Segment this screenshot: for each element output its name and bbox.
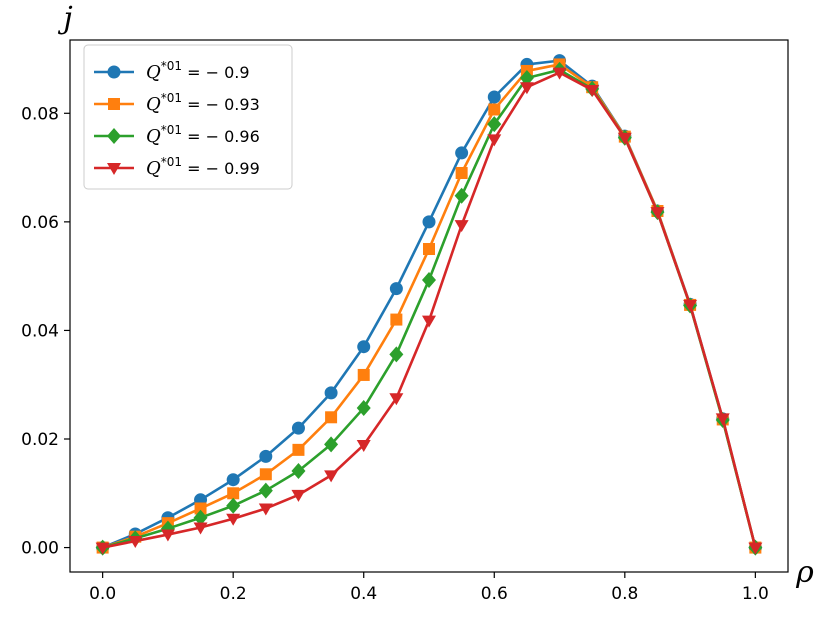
x-tick-label: 0.2 — [220, 584, 247, 604]
legend: Q*01 = − 0.9 Q*01 = − 0.93 Q*01 = − 0.96 Q*… — [83, 44, 293, 190]
y-tick-label: 0.08 — [21, 104, 59, 124]
data-point — [325, 411, 338, 424]
data-point — [259, 449, 273, 463]
data-point — [259, 468, 272, 481]
data-point — [683, 299, 698, 312]
data-point — [357, 340, 371, 354]
data-point — [324, 386, 338, 400]
legend-label: Q*01 = − 0.93 — [146, 91, 260, 115]
y-axis-label: j — [57, 1, 72, 36]
data-point — [291, 489, 306, 502]
legend-entry: Q*01 = − 0.99 — [94, 155, 260, 179]
plot-lines — [95, 54, 763, 556]
legend-marker — [107, 128, 121, 144]
data-point — [226, 513, 241, 526]
data-point — [423, 243, 435, 255]
data-point — [748, 542, 763, 555]
x-tick-label: 1.0 — [742, 584, 769, 604]
y-tick-label: 0.02 — [21, 430, 59, 450]
data-point — [390, 313, 403, 326]
data-point — [422, 271, 436, 288]
data-point — [291, 463, 306, 480]
data-point — [292, 443, 305, 456]
legend-entry: Q*01 = − 0.93 — [94, 91, 260, 115]
data-point — [258, 482, 273, 499]
legend-entry: Q*01 = − 0.96 — [94, 123, 260, 147]
data-point — [519, 82, 534, 95]
data-point — [455, 167, 468, 179]
legend-label: Q*01 = − 0.9 — [146, 59, 250, 83]
data-point — [389, 393, 404, 406]
legend-label: Q*01 = − 0.96 — [146, 123, 260, 147]
data-point — [488, 103, 501, 116]
data-point — [715, 413, 730, 426]
data-point — [650, 207, 665, 220]
plot-frame — [69, 39, 789, 573]
legend-label: Q*01 = − 0.99 — [146, 155, 260, 179]
data-point — [454, 220, 469, 233]
x-axis-label: ρ — [795, 555, 814, 590]
data-point — [389, 282, 403, 296]
data-point — [193, 522, 208, 535]
x-tick-label: 0.0 — [89, 584, 116, 604]
x-tick-label: 0.4 — [350, 584, 377, 604]
data-point — [519, 70, 534, 86]
data-point — [258, 503, 273, 516]
data-point — [226, 497, 241, 514]
legend-marker — [107, 65, 121, 79]
data-point — [226, 473, 240, 487]
data-point — [194, 502, 207, 515]
legend-marker — [108, 98, 120, 110]
data-point — [160, 529, 175, 542]
data-point — [324, 470, 339, 483]
data-point — [356, 400, 371, 417]
data-point — [487, 116, 502, 133]
data-point — [422, 315, 436, 328]
data-point — [552, 67, 567, 80]
y-tick-label: 0.00 — [21, 539, 59, 559]
data-point — [389, 346, 404, 363]
data-point — [227, 487, 240, 500]
data-point — [455, 146, 469, 160]
legend-marker — [107, 163, 121, 175]
legend-entry: Q*01 = − 0.9 — [94, 59, 250, 83]
y-tick-label: 0.06 — [21, 213, 59, 233]
data-point — [422, 215, 436, 229]
data-point — [193, 509, 208, 526]
legend-frame — [83, 44, 293, 190]
data-point — [487, 134, 502, 147]
data-point — [617, 132, 632, 145]
data-point — [585, 84, 600, 97]
y-axis-ticks: 0.00 0.02 0.04 0.06 0.08 — [21, 104, 70, 559]
x-axis-ticks: 0.0 0.2 0.4 0.6 0.8 1.0 — [89, 572, 769, 604]
data-point — [356, 439, 371, 452]
y-tick-label: 0.04 — [21, 321, 59, 341]
x-tick-label: 0.8 — [611, 584, 638, 604]
data-point — [487, 90, 501, 104]
data-point — [324, 436, 339, 453]
data-point — [357, 368, 370, 381]
data-point — [128, 536, 143, 549]
series-4 — [95, 67, 763, 555]
data-point — [291, 421, 305, 435]
x-tick-label: 0.6 — [481, 584, 508, 604]
data-point — [95, 542, 110, 555]
data-point — [454, 187, 469, 204]
